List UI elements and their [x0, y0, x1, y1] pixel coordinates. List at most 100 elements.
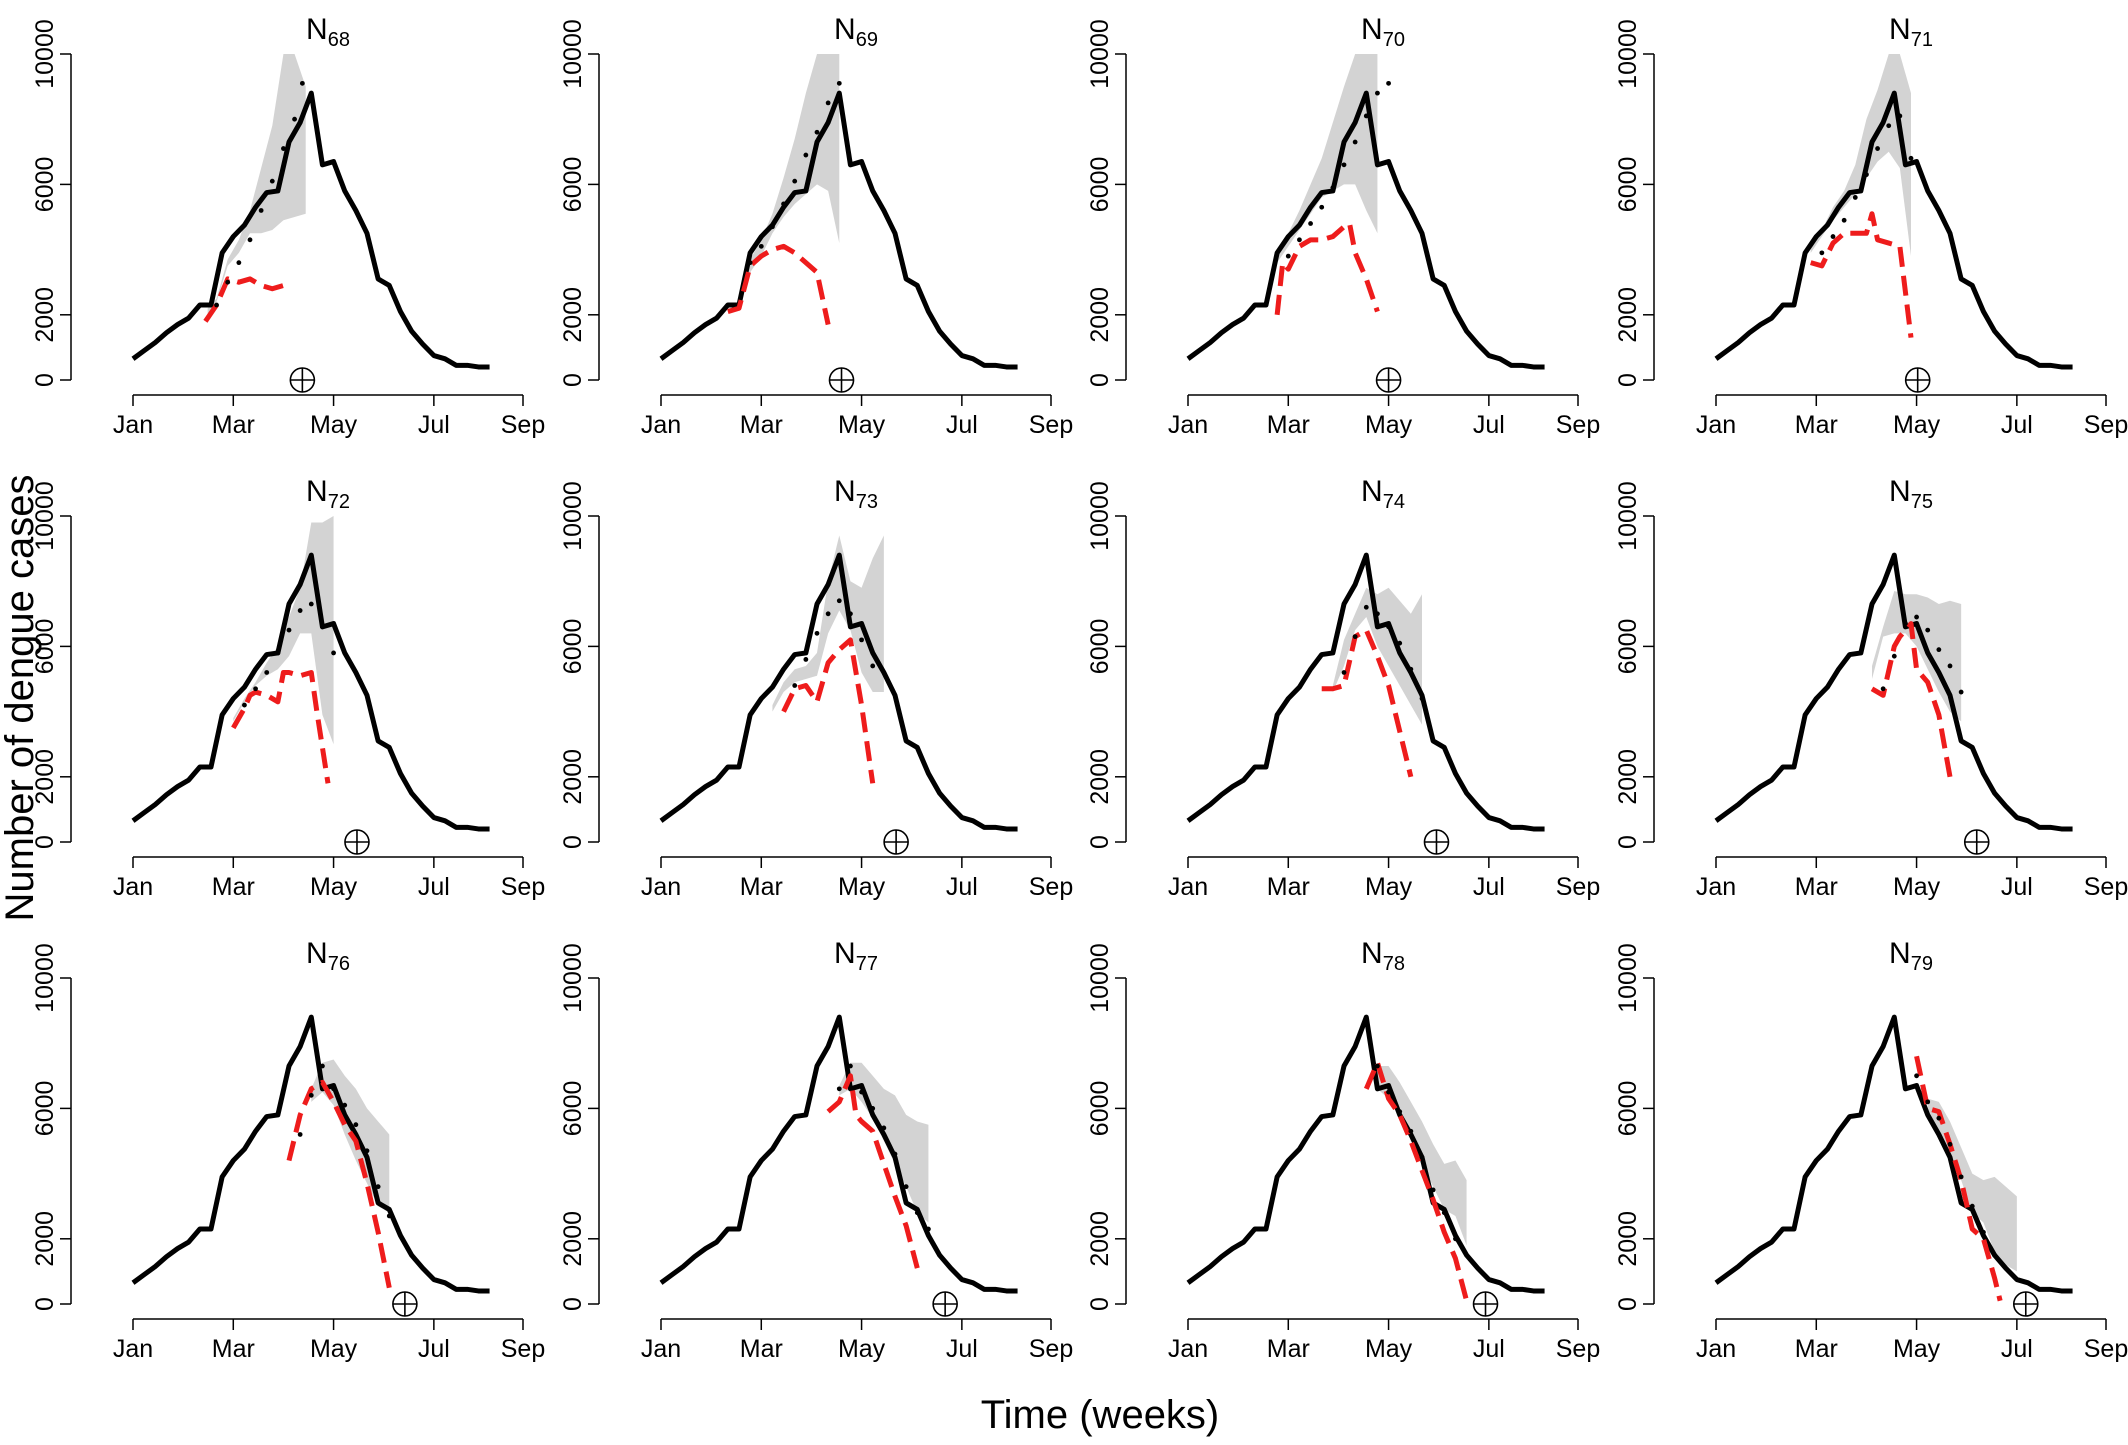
forecast-point — [281, 146, 286, 151]
red-dashed-forecast-line — [203, 276, 285, 323]
x-tick-label: Mar — [1267, 873, 1310, 901]
forecast-point — [308, 1092, 314, 1098]
x-tick-label: Jan — [113, 411, 153, 439]
red-dashed-forecast-line — [286, 1079, 392, 1289]
x-tick-label: May — [838, 411, 886, 439]
forecast-point — [881, 1125, 887, 1131]
x-tick-label: May — [1893, 411, 1941, 439]
forecast-point — [747, 260, 753, 266]
x-tick-label: May — [310, 1335, 358, 1363]
y-tick-label: 10000 — [1086, 19, 1114, 89]
forecast-point — [836, 80, 842, 86]
forecast-point — [1914, 614, 1919, 620]
forecast-point — [1285, 253, 1291, 259]
forecast-point — [1330, 185, 1336, 191]
y-tick-label: 6000 — [1086, 157, 1114, 213]
x-axis-label: Time (weeks) — [981, 1393, 1220, 1437]
x-tick-label: Mar — [740, 1335, 783, 1363]
forecast-point — [1880, 686, 1886, 692]
forecast-point — [364, 1148, 370, 1154]
x-tick-label: Jul — [946, 411, 978, 439]
forecast-point — [803, 152, 809, 158]
forecast-point — [1864, 172, 1869, 178]
forecast-point — [299, 80, 305, 86]
x-tick-label: Mar — [1795, 1335, 1838, 1363]
x-tick-label: Sep — [2084, 873, 2128, 901]
forecast-point — [1375, 1063, 1380, 1069]
y-tick-label: 6000 — [1614, 619, 1642, 675]
y-tick-label: 6000 — [31, 157, 59, 213]
x-tick-label: Jul — [1473, 873, 1505, 901]
y-tick-label: 2000 — [1614, 749, 1642, 805]
x-tick-label: Jul — [418, 1335, 450, 1363]
y-tick-label: 6000 — [1614, 1081, 1642, 1137]
observed-cases-line — [659, 552, 1018, 832]
forecast-point — [225, 279, 231, 285]
x-tick-label: Mar — [1267, 411, 1310, 439]
y-tick-label: 10000 — [1086, 943, 1114, 1013]
forecast-point — [286, 627, 292, 633]
y-tick-label: 10000 — [1086, 481, 1114, 551]
x-tick-label: Sep — [501, 411, 545, 439]
forecast-interval-band — [739, 54, 840, 312]
forecast-point — [1363, 113, 1369, 119]
y-tick-label: 0 — [559, 835, 587, 849]
forecast-point — [770, 224, 775, 230]
panel-title: N68 — [306, 13, 350, 51]
forecast-point — [258, 208, 264, 213]
forecast-interval-band — [1277, 54, 1378, 263]
x-tick-label: Mar — [1795, 411, 1838, 439]
y-tick-label: 6000 — [559, 619, 587, 675]
forecast-point — [297, 1132, 303, 1137]
x-tick-label: May — [838, 1335, 886, 1363]
forecast-point — [1386, 1089, 1391, 1095]
forecast-point — [1419, 696, 1425, 701]
panel-title: N72 — [306, 475, 350, 513]
x-tick-label: Jan — [641, 411, 681, 439]
x-tick-label: Sep — [2084, 411, 2128, 439]
forecast-point — [1386, 624, 1391, 630]
forecast-point — [1947, 663, 1953, 669]
forecast-point — [926, 1226, 931, 1232]
x-tick-label: Jan — [113, 873, 153, 901]
forecast-point — [1852, 195, 1858, 200]
forecast-interval-band — [772, 535, 884, 712]
forecast-point — [1875, 146, 1880, 151]
x-tick-label: Jul — [946, 1335, 978, 1363]
y-tick-label: 2000 — [1614, 1211, 1642, 1267]
y-tick-label: 6000 — [1086, 619, 1114, 675]
forecast-point — [269, 178, 275, 184]
forecast-point — [1441, 1210, 1447, 1216]
forecast-point — [1891, 653, 1897, 659]
forecast-point — [1397, 1109, 1403, 1115]
panel-grid: 0 2000 6000 10000 Jan Mar May Jul Sep N68 0 2000 600… — [31, 13, 2128, 1363]
red-dashed-forecast-line — [1321, 627, 1414, 778]
forecast-point — [1308, 221, 1313, 226]
forecast-point — [758, 243, 764, 249]
panel-title: N77 — [834, 937, 878, 975]
y-tick-label: 0 — [1086, 835, 1114, 849]
forecast-point — [375, 1184, 381, 1190]
y-tick-label: 2000 — [31, 287, 59, 343]
x-tick-label: Mar — [212, 1335, 255, 1363]
y-tick-label: 6000 — [559, 1081, 587, 1137]
observed-cases-line — [1714, 90, 2073, 370]
forecast-point — [1453, 1236, 1458, 1242]
y-tick-label: 2000 — [559, 749, 587, 805]
forecast-point — [1297, 237, 1302, 243]
y-tick-label: 10000 — [31, 19, 59, 89]
y-tick-label: 0 — [31, 1297, 59, 1311]
forecast-point — [1397, 640, 1403, 646]
panel-74: 0 2000 6000 10000 Jan Mar May Jul Sep N74 — [1086, 475, 1600, 901]
y-tick-label: 0 — [1614, 1297, 1642, 1311]
forecast-interval-band — [1810, 54, 1911, 257]
x-tick-label: Sep — [501, 873, 545, 901]
y-tick-label: 6000 — [31, 1081, 59, 1137]
forecast-point — [1819, 250, 1825, 256]
forecast-point — [236, 260, 242, 266]
x-tick-label: May — [310, 873, 358, 901]
x-tick-label: Jul — [946, 873, 978, 901]
x-tick-label: May — [1365, 1335, 1413, 1363]
forecast-interval-band — [839, 1062, 929, 1223]
